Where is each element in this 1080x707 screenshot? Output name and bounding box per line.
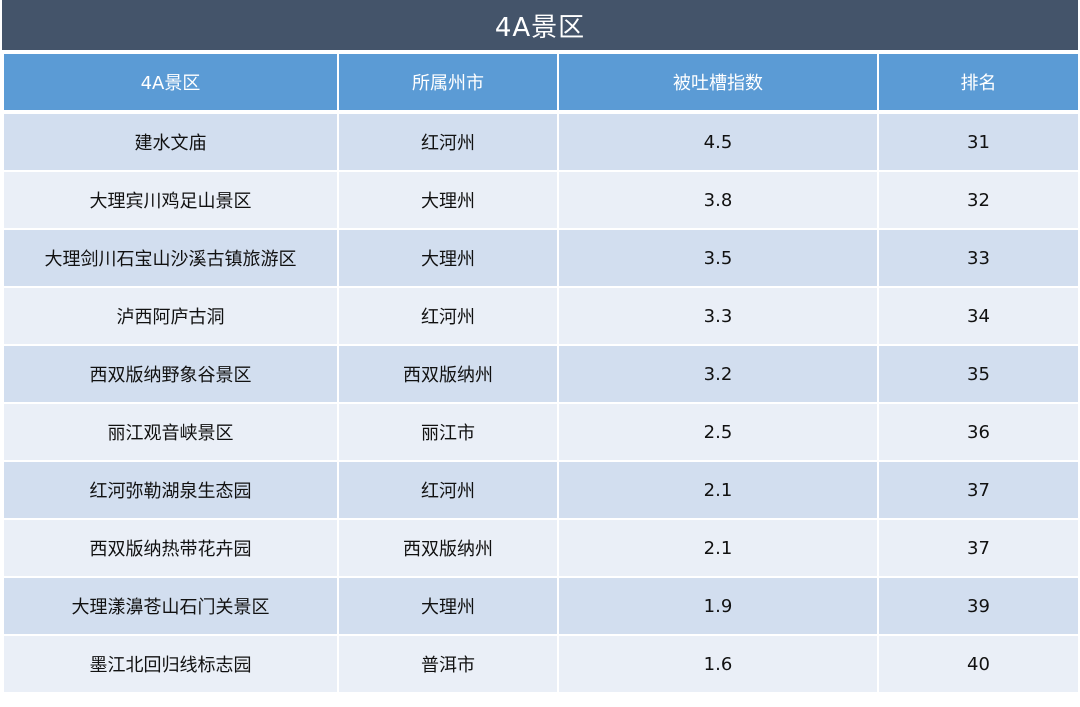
- table-body: 建水文庙 红河州 4.5 31 大理宾川鸡足山景区 大理州 3.8 32 大理剑川石宝山沙溪古镇…: [2, 111, 1080, 694]
- cell-rank: 37: [877, 460, 1080, 520]
- cell-rank: 33: [877, 228, 1080, 288]
- cell-rank: 32: [877, 170, 1080, 230]
- cell-complaint-index: 3.2: [557, 344, 879, 404]
- cell-scenic-area: 大理宾川鸡足山景区: [2, 170, 339, 230]
- cell-prefecture: 红河州: [337, 286, 559, 346]
- cell-prefecture: 红河州: [337, 460, 559, 520]
- table-row: 大理宾川鸡足山景区 大理州 3.8 32: [2, 170, 1080, 230]
- table-row: 丽江观音峡景区 丽江市 2.5 36: [2, 402, 1080, 462]
- cell-complaint-index: 4.5: [557, 111, 879, 172]
- cell-scenic-area: 西双版纳热带花卉园: [2, 518, 339, 578]
- ranking-table: 4A景区 所属州市 被吐槽指数 排名 建水文庙 红河州 4.5 31 大理宾川鸡足山景区…: [2, 52, 1080, 694]
- cell-prefecture: 西双版纳州: [337, 518, 559, 578]
- cell-scenic-area: 红河弥勒湖泉生态园: [2, 460, 339, 520]
- cell-prefecture: 大理州: [337, 228, 559, 288]
- table-row: 西双版纳热带花卉园 西双版纳州 2.1 37: [2, 518, 1080, 578]
- cell-complaint-index: 2.1: [557, 460, 879, 520]
- table-row: 大理漾濞苍山石门关景区 大理州 1.9 39: [2, 576, 1080, 636]
- table-row: 红河弥勒湖泉生态园 红河州 2.1 37: [2, 460, 1080, 520]
- column-header-rank: 排名: [877, 52, 1080, 113]
- column-header-scenic-area: 4A景区: [2, 52, 339, 113]
- table-header-row: 4A景区 所属州市 被吐槽指数 排名: [2, 52, 1080, 113]
- cell-scenic-area: 大理漾濞苍山石门关景区: [2, 576, 339, 636]
- cell-rank: 39: [877, 576, 1080, 636]
- cell-prefecture: 普洱市: [337, 634, 559, 694]
- cell-complaint-index: 1.9: [557, 576, 879, 636]
- cell-complaint-index: 2.1: [557, 518, 879, 578]
- cell-scenic-area: 墨江北回归线标志园: [2, 634, 339, 694]
- cell-prefecture: 西双版纳州: [337, 344, 559, 404]
- table-row: 西双版纳野象谷景区 西双版纳州 3.2 35: [2, 344, 1080, 404]
- cell-complaint-index: 2.5: [557, 402, 879, 462]
- cell-scenic-area: 西双版纳野象谷景区: [2, 344, 339, 404]
- table-row: 墨江北回归线标志园 普洱市 1.6 40: [2, 634, 1080, 694]
- cell-rank: 40: [877, 634, 1080, 694]
- cell-complaint-index: 3.5: [557, 228, 879, 288]
- column-header-prefecture: 所属州市: [337, 52, 559, 113]
- page-title: 4A景区: [2, 0, 1078, 51]
- cell-rank: 34: [877, 286, 1080, 346]
- cell-rank: 31: [877, 111, 1080, 172]
- cell-complaint-index: 3.8: [557, 170, 879, 230]
- cell-scenic-area: 大理剑川石宝山沙溪古镇旅游区: [2, 228, 339, 288]
- cell-scenic-area: 丽江观音峡景区: [2, 402, 339, 462]
- column-header-complaint-index: 被吐槽指数: [557, 52, 879, 113]
- cell-prefecture: 大理州: [337, 170, 559, 230]
- table-row: 大理剑川石宝山沙溪古镇旅游区 大理州 3.5 33: [2, 228, 1080, 288]
- cell-prefecture: 丽江市: [337, 402, 559, 462]
- cell-scenic-area: 建水文庙: [2, 111, 339, 172]
- cell-rank: 37: [877, 518, 1080, 578]
- cell-rank: 36: [877, 402, 1080, 462]
- cell-prefecture: 红河州: [337, 111, 559, 172]
- cell-complaint-index: 1.6: [557, 634, 879, 694]
- cell-complaint-index: 3.3: [557, 286, 879, 346]
- cell-rank: 35: [877, 344, 1080, 404]
- table-row: 建水文庙 红河州 4.5 31: [2, 111, 1080, 172]
- cell-prefecture: 大理州: [337, 576, 559, 636]
- cell-scenic-area: 泸西阿庐古洞: [2, 286, 339, 346]
- table-row: 泸西阿庐古洞 红河州 3.3 34: [2, 286, 1080, 346]
